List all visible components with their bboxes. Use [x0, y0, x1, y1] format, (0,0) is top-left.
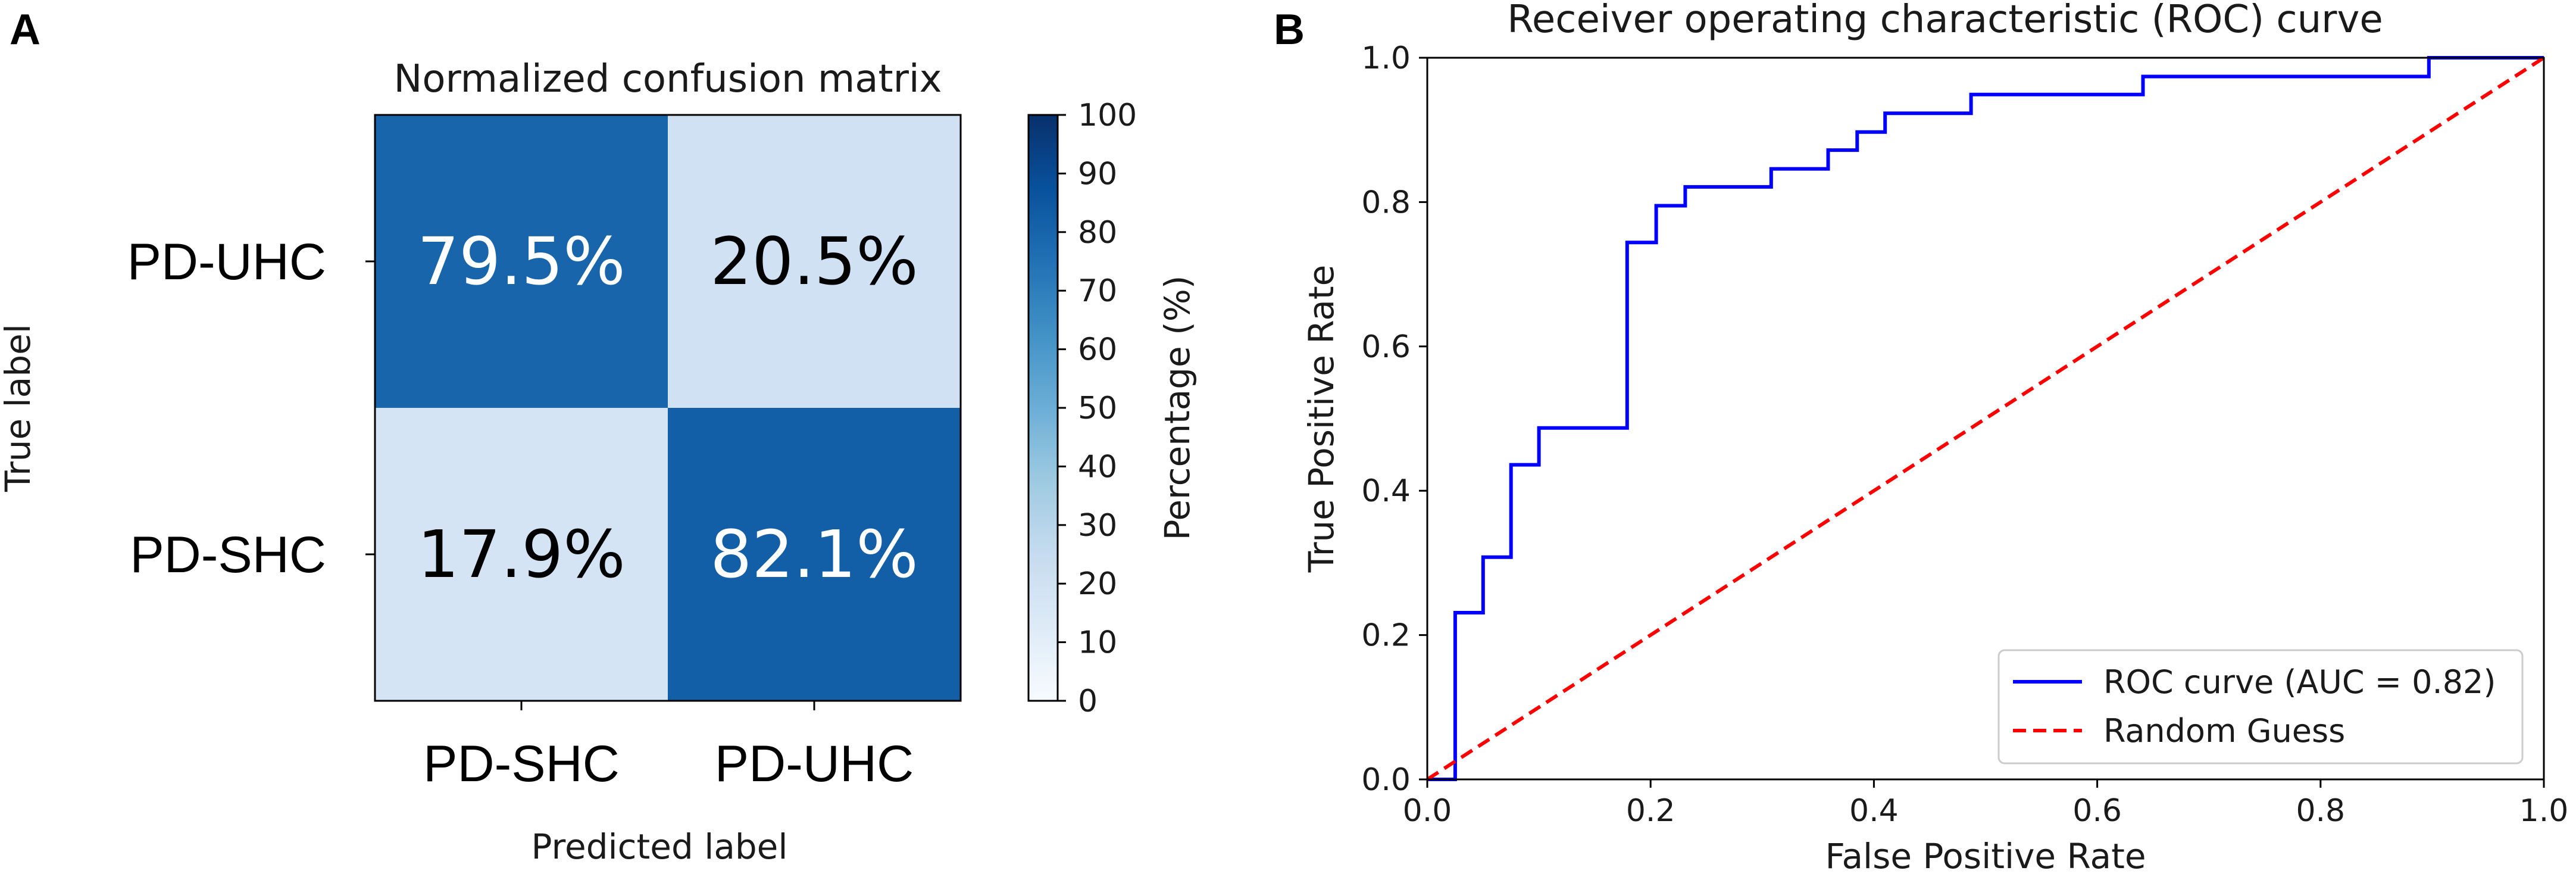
- roc-curve-line: [1427, 56, 2544, 781]
- roc-ytick-label: 0.2: [1361, 618, 1411, 654]
- cm-ylabel: True label: [0, 324, 38, 492]
- colorbar-tick-label: 70: [1078, 273, 1117, 309]
- colorbar-tick-label: 100: [1078, 98, 1137, 133]
- roc-ytick-label: 1.0: [1361, 40, 1411, 76]
- legend-roc-label: ROC curve (AUC = 0.82): [2103, 663, 2496, 701]
- roc-xtick-label: 0.6: [2072, 793, 2122, 829]
- legend-box: [1997, 649, 2524, 765]
- roc-xtick-label: 0.2: [1626, 793, 1675, 829]
- roc-xtick-label: 0.4: [1849, 793, 1899, 829]
- legend-random-label: Random Guess: [2103, 712, 2345, 750]
- cm-cell-label: 79.5%: [417, 223, 625, 299]
- colorbar-tick-label: 50: [1078, 391, 1117, 426]
- cm-xlabel: Predicted label: [532, 826, 788, 867]
- colorbar-tick-label: 0: [1078, 684, 1098, 719]
- roc-title: Receiver operating characteristic (ROC) …: [1507, 0, 2383, 42]
- cm-ticks: PD-SHC PD-UHC PD-UHC PD-SHC: [127, 233, 914, 792]
- cm-ytick-label: PD-UHC: [127, 233, 326, 291]
- colorbar-ticks: 0 10 20 30 40 50 60 70 80 90 100: [1058, 98, 1137, 719]
- roc-legend: ROC curve (AUC = 0.82) Random Guess: [1997, 649, 2524, 765]
- colorbar-tick-label: 60: [1078, 332, 1117, 368]
- cm-cells: 79.5% 20.5% 17.9% 82.1%: [375, 115, 961, 701]
- roc-xtick-label: 0.0: [1403, 793, 1452, 829]
- colorbar-tick-label: 20: [1078, 566, 1117, 602]
- colorbar-tick-label: 10: [1078, 625, 1117, 661]
- cm-cell-label: 82.1%: [710, 516, 918, 592]
- roc-ytick-label: 0.4: [1361, 473, 1411, 509]
- colorbar-tick-label: 40: [1078, 449, 1117, 485]
- cm-xtick-label: PD-UHC: [715, 735, 914, 792]
- cm-xtick-label: PD-SHC: [423, 735, 620, 792]
- roc-ytick-label: 0.8: [1361, 185, 1411, 220]
- cm-title: Normalized confusion matrix: [393, 57, 942, 101]
- roc-xtick-label: 1.0: [2519, 793, 2569, 829]
- cm-cell: [375, 408, 668, 701]
- cm-ytick-label: PD-SHC: [130, 526, 326, 584]
- roc-xlabel: False Positive Rate: [1825, 836, 2146, 876]
- colorbar-tick-label: 90: [1078, 156, 1117, 192]
- cm-cell-label: 17.9%: [417, 516, 625, 592]
- colorbar: [1027, 114, 1059, 702]
- cm-cell: [668, 115, 961, 408]
- roc-ytick-label: 0.6: [1361, 329, 1411, 365]
- cm-cell-label: 20.5%: [710, 223, 918, 299]
- cm-frame: [374, 114, 962, 702]
- cm-cell: [668, 408, 961, 701]
- panel-a-letter: A: [10, 6, 40, 54]
- roc-panel: Receiver operating characteristic (ROC) …: [1301, 0, 2568, 876]
- roc-plot: [1426, 56, 2545, 781]
- roc-ylabel: True Positive Rate: [1301, 265, 1342, 573]
- confusion-matrix-panel: Normalized confusion matrix 79.5% 20.5% 17…: [0, 57, 1198, 867]
- cm-cell: [375, 115, 668, 408]
- colorbar-tick-label: 30: [1078, 508, 1117, 544]
- roc-ytick-label: 0.0: [1361, 762, 1411, 798]
- colorbar-label: Percentage (%): [1157, 275, 1198, 540]
- colorbar-tick-label: 80: [1078, 215, 1117, 251]
- roc-ticks: 0.0 0.2 0.4 0.6 0.8 1.0 0.0 0.2 0.4 0.6 0.8 1.0: [1361, 40, 2568, 829]
- panel-b-letter: B: [1274, 6, 1305, 54]
- roc-xtick-label: 0.8: [2296, 793, 2345, 829]
- roc-frame: [1426, 57, 2545, 781]
